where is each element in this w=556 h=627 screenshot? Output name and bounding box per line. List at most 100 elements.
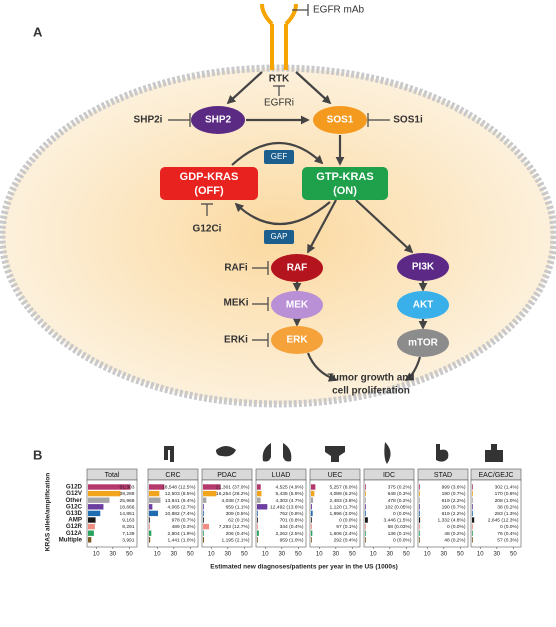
x-tick-label: 50 <box>349 552 356 558</box>
bar <box>472 490 473 497</box>
node-label: mTOR <box>408 338 439 349</box>
bar <box>203 484 221 490</box>
value-label: 18,666 <box>120 504 135 510</box>
value-label: 190 (0.7%) <box>442 504 466 510</box>
value-label: 4,038 (7.0%) <box>221 498 249 504</box>
panel-title: Total <box>105 472 120 479</box>
y-tick-label: Other <box>65 497 82 504</box>
value-label: 309 (0.5%) <box>226 511 250 517</box>
bar <box>472 537 473 543</box>
node-pi3k <box>397 253 449 281</box>
value-label: 1,195 (2.1%) <box>221 537 249 543</box>
node-shp2 <box>191 106 245 134</box>
value-label: 25,968 <box>120 498 135 504</box>
value-label: 344 (0.4%) <box>280 524 304 530</box>
inhibitor-label: EGFRi <box>264 98 294 109</box>
value-label: 4,525 (4.9%) <box>275 485 303 491</box>
panel-b: B G12DG12VOtherG12CG13DAMPG12RG12AMultip… <box>33 442 522 571</box>
value-label: 478 (0.2%) <box>388 498 412 504</box>
receptor-label: RTK <box>269 74 290 85</box>
bar <box>149 537 151 543</box>
panel-frame <box>255 479 307 548</box>
organ-icon <box>384 442 391 464</box>
antibody-label: EGFR mAb <box>313 5 365 16</box>
bar <box>88 504 104 510</box>
value-label: 762 (0.8%) <box>280 511 304 517</box>
panel-label: B <box>33 447 42 462</box>
organ-icon <box>485 444 503 462</box>
inhibitor-line <box>168 113 191 127</box>
bar <box>311 490 315 497</box>
value-label: 619 (2.2%) <box>442 511 466 517</box>
arrows <box>226 71 428 382</box>
value-label: 5,257 (8.0%) <box>329 485 357 491</box>
node-mek <box>271 291 323 319</box>
value-label: 283 (1.3%) <box>495 511 519 517</box>
y-tick-label: G12R <box>66 523 83 530</box>
organ-icon <box>164 446 174 462</box>
node-label: AKT <box>413 300 434 311</box>
x-tick-label: 30 <box>278 552 285 558</box>
value-label: 21,301 (37.0%) <box>216 485 250 491</box>
node-label: GEF <box>271 152 288 161</box>
node-mtor <box>397 329 449 357</box>
x-tick-label: 50 <box>403 552 410 558</box>
bar <box>203 530 204 536</box>
y-tick-label: G12A <box>66 530 83 537</box>
bar <box>472 504 473 510</box>
value-label: 16,254 (28.2%) <box>216 491 250 497</box>
organ-icons <box>164 442 503 464</box>
bar <box>472 484 473 490</box>
x-tick-label: 30 <box>493 552 500 558</box>
value-label: 302 (1.4%) <box>495 485 519 491</box>
value-label: 2,483 (3.8%) <box>329 498 357 504</box>
value-label: 102 (0.05%) <box>385 504 412 510</box>
bar <box>365 530 366 536</box>
value-label: 51,303 <box>120 485 135 491</box>
x-tick-label: 10 <box>424 552 431 558</box>
bar <box>419 517 421 523</box>
panel-title: IDC <box>383 472 395 479</box>
value-label: 0 (0.0%) <box>500 524 519 530</box>
bar <box>311 510 313 517</box>
panel-title: LUAD <box>272 472 291 479</box>
node-label: ERK <box>286 335 308 346</box>
x-tick-label: 50 <box>126 552 133 558</box>
bar <box>203 490 217 497</box>
bar <box>88 517 96 523</box>
bar <box>257 523 258 530</box>
bar <box>365 517 368 523</box>
bar <box>472 530 473 536</box>
bar <box>419 523 420 530</box>
value-label: 489 (0.3%) <box>172 524 196 530</box>
node-gap <box>264 230 294 244</box>
x-axis-label: Estimated new diagnoses/patients per yea… <box>210 564 397 571</box>
value-label: 3,446 (1.5%) <box>383 518 411 524</box>
bar <box>257 530 259 536</box>
panel-title: UEC <box>328 472 343 479</box>
bar <box>257 504 268 510</box>
value-label: 1,332 (4.8%) <box>437 518 465 524</box>
value-label: 4,303 (4.7%) <box>275 498 303 504</box>
x-tick-label: 10 <box>154 552 161 558</box>
value-label: 0 (0.0%) <box>447 524 466 530</box>
bar <box>365 510 366 517</box>
bar <box>203 537 204 543</box>
x-tick-label: 50 <box>241 552 248 558</box>
bar <box>257 497 261 503</box>
bar <box>311 504 312 510</box>
value-label: 39,289 <box>120 491 135 497</box>
panel-title: CRC <box>165 472 180 479</box>
x-tick-label: 10 <box>208 552 215 558</box>
bar <box>365 484 366 490</box>
x-tick-label: 30 <box>224 552 231 558</box>
value-label: 13,841 (9.4%) <box>165 498 196 504</box>
node-label: GAP <box>271 232 288 241</box>
x-tick-label: 10 <box>316 552 323 558</box>
bar <box>149 530 152 536</box>
y-axis-label: KRAS allele/amplification <box>45 473 52 551</box>
node-label: (OFF) <box>194 185 224 197</box>
bar <box>311 537 312 543</box>
bar <box>149 517 150 523</box>
bar <box>365 490 366 497</box>
